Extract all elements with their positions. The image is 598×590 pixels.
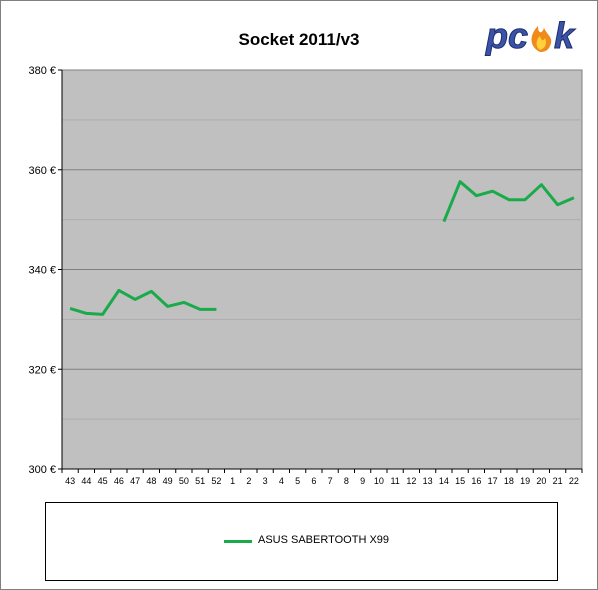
x-tick-label: 11 <box>390 476 399 486</box>
x-tick-label: 6 <box>311 476 316 486</box>
x-tick-label: 4 <box>279 476 284 486</box>
x-tick-label: 18 <box>504 476 514 486</box>
x-tick-label: 45 <box>98 476 108 486</box>
x-tick-label: 9 <box>360 476 365 486</box>
x-tick-label: 47 <box>130 476 140 486</box>
x-tick-label: 44 <box>81 476 91 486</box>
x-tick-label: 17 <box>488 476 498 486</box>
x-tick-label: 49 <box>163 476 173 486</box>
x-tick-label: 15 <box>455 476 465 486</box>
x-tick-label: 13 <box>423 476 433 486</box>
x-tick-label: 1 <box>230 476 235 486</box>
legend-label: ASUS SABERTOOTH X99 <box>258 534 390 546</box>
x-tick-label: 43 <box>65 476 75 486</box>
x-tick-label: 2 <box>246 476 251 486</box>
pcsk-logo: pc k <box>485 15 577 57</box>
x-tick-label: 50 <box>179 476 189 486</box>
y-tick-label: 380 € <box>28 65 56 77</box>
line-chart: 300 €320 €340 €360 €380 € 43 44 45 46 47 48 49… <box>28 65 583 486</box>
x-tick-label: 8 <box>344 476 349 486</box>
y-tick-label: 320 € <box>28 364 56 376</box>
x-tick-label: 46 <box>114 476 124 486</box>
x-tick-label: 52 <box>211 476 221 486</box>
y-tick-label: 300 € <box>28 464 56 476</box>
x-tick-label: 5 <box>295 476 300 486</box>
x-tick-label: 19 <box>520 476 530 486</box>
x-tick-label: 20 <box>536 476 546 486</box>
x-tick-label: 3 <box>263 476 268 486</box>
x-tick-label: 51 <box>195 476 205 486</box>
x-tick-label: 48 <box>146 476 156 486</box>
legend-swatch <box>224 540 252 543</box>
x-tick-label: 12 <box>406 476 416 486</box>
flame-icon <box>531 26 552 52</box>
x-tick-label: 21 <box>553 476 563 486</box>
legend: ASUS SABERTOOTH X99 <box>45 502 558 581</box>
svg-text:pc: pc <box>485 15 528 56</box>
x-tick-label: 14 <box>439 476 449 486</box>
series-line <box>69 288 217 316</box>
chart-title: Socket 2011/v3 <box>238 30 360 49</box>
x-tick-label: 22 <box>569 476 579 486</box>
x-tick-label: 16 <box>471 476 481 486</box>
series-line <box>442 180 575 223</box>
y-tick-label: 340 € <box>28 265 56 277</box>
y-tick-label: 360 € <box>28 165 56 177</box>
x-tick-label: 7 <box>328 476 333 486</box>
x-tick-label: 10 <box>374 476 384 486</box>
svg-text:k: k <box>554 15 576 56</box>
